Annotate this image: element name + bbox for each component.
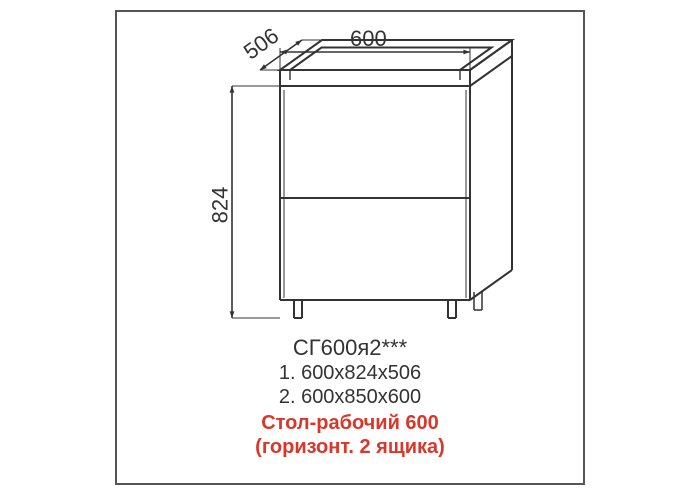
product-title-2: (горизонт. 2 ящика): [0, 436, 700, 459]
product-title-1: Стол-рабочий 600: [0, 412, 700, 435]
spec-line-1: 1. 600х824х506: [0, 362, 700, 385]
dimension-width-label: 600: [350, 26, 387, 52]
product-code: СГ600я2***: [0, 335, 700, 361]
spec-line-2: 2. 600х850х600: [0, 386, 700, 409]
dimension-height-label: 824: [207, 187, 233, 224]
